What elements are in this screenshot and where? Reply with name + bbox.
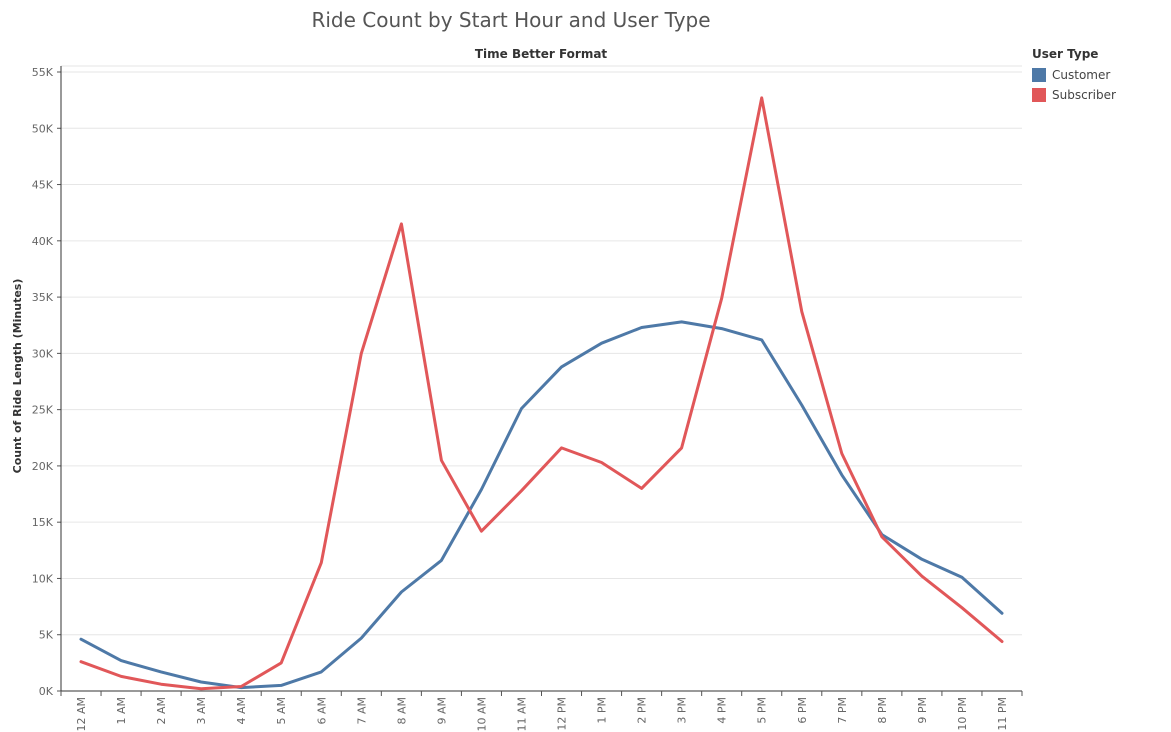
x-tick-label: 5 AM [275, 697, 288, 725]
x-tick-label: 1 AM [115, 697, 128, 725]
x-tick-label: 8 AM [395, 697, 408, 725]
y-tick-label: 55K [32, 66, 54, 79]
y-tick-label: 50K [32, 122, 54, 135]
chart-subtitle: Time Better Format [475, 47, 608, 61]
y-tick-label: 20K [32, 460, 54, 473]
y-tick-label: 30K [32, 347, 54, 360]
x-tick-label: 3 PM [676, 697, 689, 724]
y-tick-label: 15K [32, 516, 54, 529]
chart-title: Ride Count by Start Hour and User Type [311, 8, 711, 32]
legend-item-customer[interactable]: Customer [1032, 65, 1116, 85]
tick-labels: 0K 5K 10K 15K 20K 25K 30K 35K 40K 45K 50K 55K 12 AM 1… [32, 66, 1009, 732]
series-line-subscriber [79, 96, 1004, 691]
series-lines [79, 96, 1004, 691]
y-tick-label: 10K [32, 572, 54, 585]
x-tick-label: 3 AM [195, 697, 208, 725]
legend-swatch [1032, 88, 1046, 102]
x-tick-label: 4 PM [716, 697, 729, 724]
x-tick-label: 8 PM [876, 697, 889, 724]
grid-lines [61, 65, 1022, 636]
x-tick-label: 1 PM [596, 697, 609, 724]
x-tick-label: 10 AM [475, 697, 488, 732]
x-tick-label: 4 AM [235, 697, 248, 725]
legend: User Type Customer Subscriber [1032, 47, 1116, 105]
legend-item-subscriber[interactable]: Subscriber [1032, 85, 1116, 105]
x-tick-label: 6 PM [796, 697, 809, 724]
y-tick-label: 45K [32, 179, 54, 192]
x-tick-label: 12 PM [556, 697, 569, 731]
x-tick-label: 12 AM [75, 697, 88, 732]
x-tick-label: 11 AM [515, 697, 528, 732]
x-tick-label: 9 PM [916, 697, 929, 724]
y-tick-label: 35K [32, 291, 54, 304]
legend-title: User Type [1032, 47, 1099, 61]
legend-swatch [1032, 68, 1046, 82]
legend-items: Customer Subscriber [1032, 65, 1116, 105]
x-tick-label: 7 PM [836, 697, 849, 724]
x-tick-label: 7 AM [355, 697, 368, 725]
y-tick-label: 0K [39, 685, 54, 698]
y-tick-label: 25K [32, 404, 54, 417]
x-tick-label: 2 PM [636, 697, 649, 724]
x-tick-label: 11 PM [996, 697, 1009, 731]
x-tick-label: 6 AM [315, 697, 328, 725]
x-tick-label: 10 PM [956, 697, 969, 731]
series-line-customer [79, 320, 1004, 690]
y-tick-label: 40K [32, 235, 54, 248]
y-axis-label: Count of Ride Length (Minutes) [11, 279, 24, 474]
axes [57, 66, 1023, 696]
y-tick-label: 5K [39, 629, 54, 642]
x-tick-label: 9 AM [435, 697, 448, 725]
legend-label: Customer [1052, 68, 1111, 82]
x-tick-label: 5 PM [756, 697, 769, 724]
x-tick-label: 2 AM [155, 697, 168, 725]
legend-label: Subscriber [1052, 88, 1116, 102]
